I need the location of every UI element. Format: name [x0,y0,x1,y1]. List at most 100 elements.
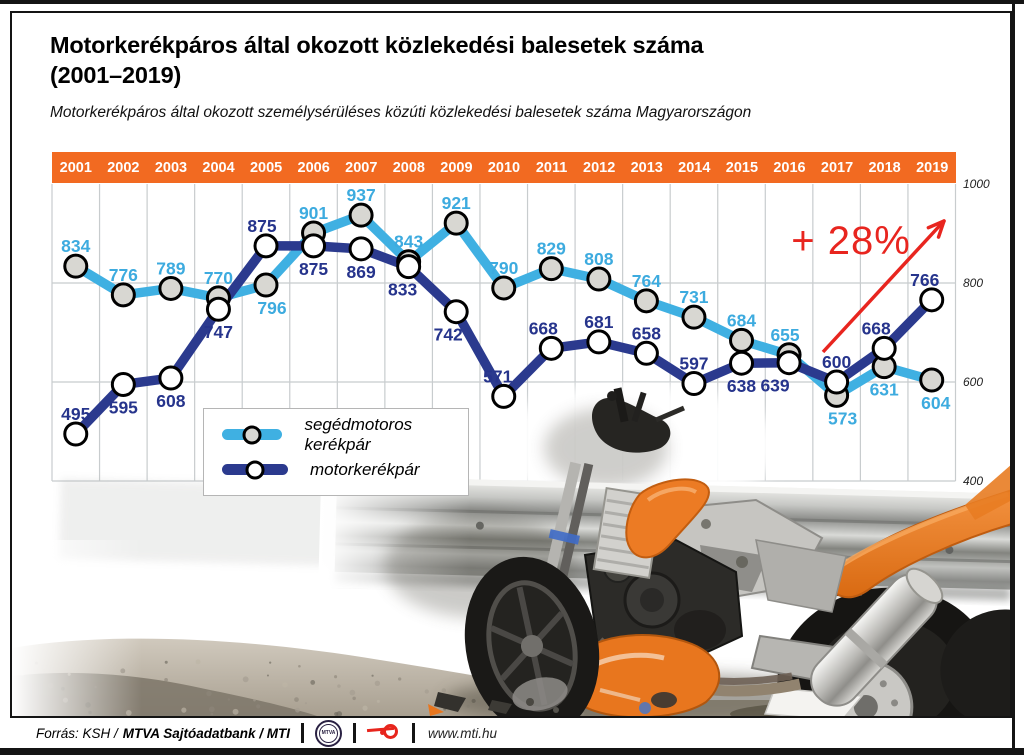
gravel-ground [12,639,1012,717]
moped-data-point [826,384,848,406]
gravel-speckle [442,688,446,692]
motorcycle-data-label: 875 [299,259,328,279]
footer-divider [353,723,356,743]
motorcycle-data-point [683,372,705,394]
bottom-border-bar [0,748,1024,755]
gravel-speckle [21,673,24,676]
gravel-speckle [518,706,520,708]
gravel-speckle [656,711,658,713]
gravel-speckle [120,668,125,673]
year-label: 2011 [528,152,576,183]
disc-hole [879,680,887,688]
gravel-speckle [209,706,215,712]
gravel-speckle [181,708,186,713]
gravel-speckle [206,691,211,696]
gravel-speckle [548,706,552,710]
moped-data-label: 631 [870,380,899,400]
gravel-speckle [613,705,617,709]
photo-white-fade [491,384,781,508]
gravel-speckle [507,703,513,709]
gravel-speckle [243,676,249,682]
motorcycle-data-label: 742 [434,325,463,345]
moped-data-point [778,344,800,366]
motorcycle-data-label: 875 [247,216,276,236]
moped-data-point [588,268,610,290]
exhaust-header-pipe [612,650,800,691]
mti-logo-dot [380,730,385,735]
footer-source-line: Forrás: KSH / MTVA Sajtóadatbank / MTI M… [36,720,497,746]
source-text-bold: MTVA Sajtóadatbank / MTI [123,726,290,741]
motorcycle-data-label: 766 [910,270,939,290]
gravel-speckle [515,698,520,703]
gravel-speckle [362,705,367,710]
moped-data-point [350,204,372,226]
legend-marker-moped [243,425,262,444]
gravel-speckle [294,697,299,702]
gravel-speckle [644,713,647,716]
moped-data-label: 790 [489,258,518,278]
mtva-logo-text: MTVA [319,724,338,743]
moped-data-point [160,277,182,299]
motorcycle-data-point [65,423,87,445]
website-link: www.mti.hu [428,726,497,741]
moped-data-label: 921 [442,193,471,213]
gravel-speckle [377,700,380,703]
growth-annotation: + 28% [791,219,911,263]
moped-data-point [731,329,753,351]
year-label: 2010 [480,152,528,183]
gravel-speckle [310,680,315,685]
legend-marker-motorcycle [246,460,265,479]
year-label: 2007 [337,152,385,183]
disc-hole [839,686,847,694]
legend-label-moped: segédmotoros kerékpár [304,415,468,455]
motorcycle-data-label: 595 [109,397,138,417]
moped-data-point [540,258,562,280]
legend-swatch-moped [222,429,282,440]
page-subtitle: Motorkerékpáros által okozott személysér… [50,104,751,122]
moped-data-point [493,277,515,299]
gravel-speckle [500,704,503,707]
moped-data-point [398,251,420,273]
motorcycle-data-point [921,289,943,311]
wreck-dark-mass [924,592,1012,717]
right-border-bar [1012,0,1015,755]
motorcycle-data-point [445,301,467,323]
gravel-speckle [334,712,338,716]
handlebar-cluster [592,387,684,452]
year-label: 2019 [908,152,956,183]
legend-item-motorcycle: motorkerékpár [222,454,468,486]
moped-data-label: 604 [921,393,950,413]
motorcycle-data-label: 681 [584,312,613,332]
gravel-speckle [61,687,65,691]
gravel-speckle [295,708,300,713]
motorcycle-data-point [873,337,895,359]
year-label: 2005 [242,152,290,183]
year-label: 2004 [195,152,243,183]
moped-data-label: 843 [394,232,423,252]
year-label: 2003 [147,152,195,183]
infographic-page: 1000 800 600 400 [0,0,1024,755]
gravel-speckle [425,689,429,693]
moped-data-point [445,212,467,234]
motorcycle-data-label: 668 [529,318,558,338]
moped-data-label: 829 [537,239,566,259]
gravel-speckle [88,711,91,714]
gravel-speckle [48,683,54,689]
exhaust-header-pipe-2 [600,640,792,681]
moped-data-label: 684 [727,310,756,330]
mti-logo-icon [367,720,401,746]
motorcycle-shadow [445,674,875,717]
gravel-speckle [282,682,287,687]
growth-arrow-head [928,221,944,228]
moped-data-point [635,290,657,312]
year-label: 2006 [290,152,338,183]
motorcycle-data-point [493,385,515,407]
moped-data-label: 573 [828,408,857,428]
gravel-speckle [504,690,509,695]
growth-arrow [823,221,944,352]
motorcycle-data-point [112,373,134,395]
gravel-speckle [35,662,38,665]
gravel-speckle [532,708,535,711]
engine-block [585,540,742,672]
moped-data-label: 834 [61,236,90,256]
